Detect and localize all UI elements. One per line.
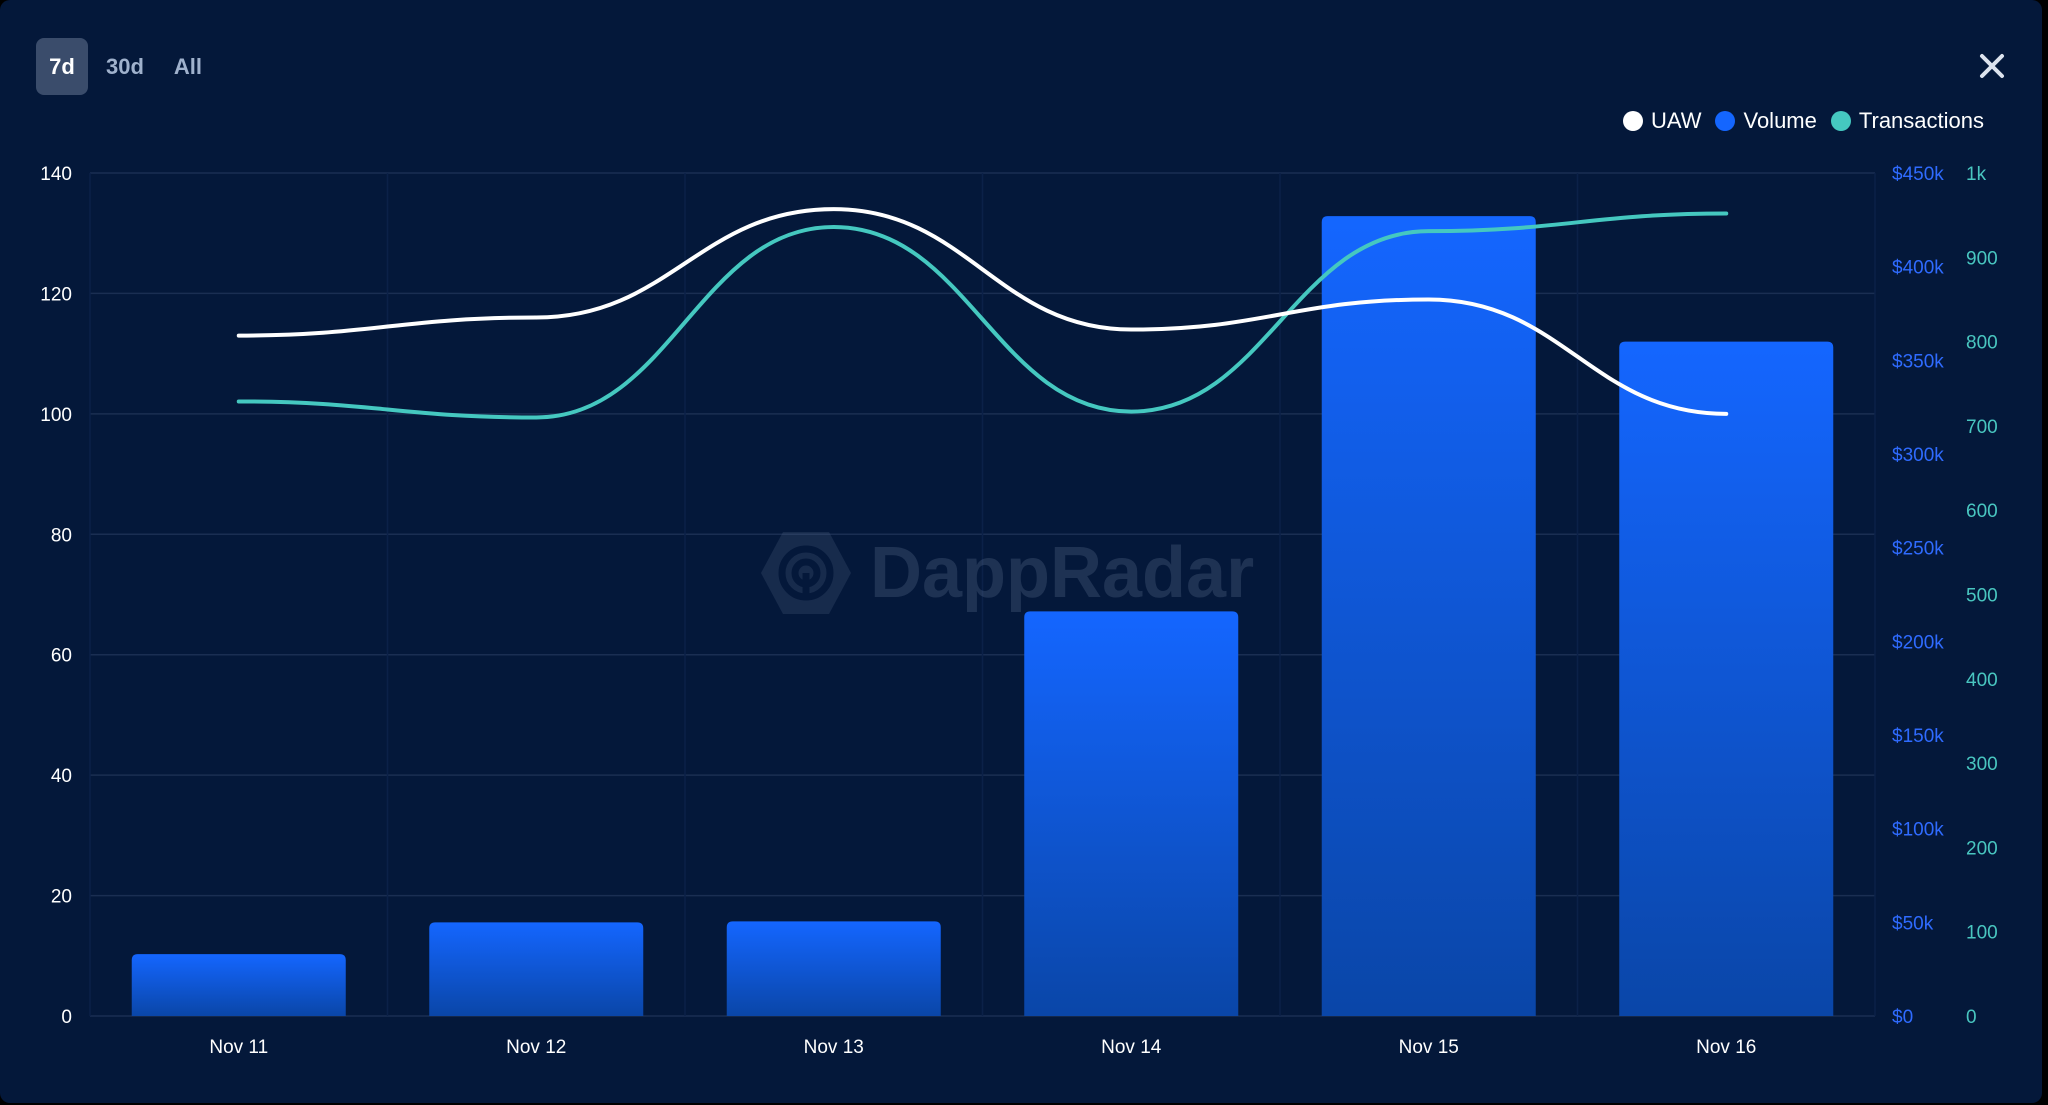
x-tick-label: Nov 14: [1101, 1037, 1162, 1058]
uaw-line: [236, 207, 1729, 416]
y-left-tick-label: 120: [40, 284, 72, 305]
y-volume-tick-label: $0: [1892, 1007, 1913, 1028]
y-transactions-tick-label: 1k: [1966, 164, 1987, 185]
y-transactions-tick-label: 500: [1966, 586, 1998, 607]
watermark-text: DappRadar: [870, 533, 1255, 613]
x-tick-label: Nov 16: [1696, 1037, 1756, 1058]
y-transactions-tick-label: 0: [1966, 1007, 1977, 1028]
chart-legend: UAW Volume Transactions: [1622, 108, 1984, 134]
legend-label-uaw: UAW: [1650, 108, 1702, 133]
timeframe-7d-button[interactable]: 7d: [36, 38, 88, 95]
y-left-tick-label: 80: [51, 525, 72, 546]
legend-label-volume: Volume: [1743, 108, 1817, 133]
volume-bars: [131, 216, 1834, 1017]
y-volume-tick-label: $300k: [1892, 445, 1944, 466]
legend-item-uaw[interactable]: UAW: [1622, 108, 1702, 134]
y-left-tick-label: 100: [40, 405, 72, 426]
close-icon: [1980, 54, 2004, 78]
series-lines: [236, 207, 1729, 420]
legend-item-volume[interactable]: Volume: [1715, 108, 1817, 134]
grid-lines: [89, 172, 1876, 1017]
y-left-tick-label: 20: [51, 887, 72, 908]
y-transactions-tick-label: 700: [1966, 417, 1998, 438]
y-volume-tick-label: $50k: [1892, 913, 1934, 934]
y-volume-tick-label: $450k: [1892, 164, 1944, 185]
x-tick-label: Nov 13: [804, 1037, 864, 1058]
y-transactions-tick-label: 200: [1966, 838, 1998, 859]
y-volume-tick-label: $100k: [1892, 820, 1944, 841]
y-left-tick-label: 40: [51, 766, 72, 787]
y-left-tick-label: 60: [51, 646, 72, 667]
y-volume-tick-label: $400k: [1892, 258, 1944, 279]
y-volume-tick-label: $150k: [1892, 726, 1944, 747]
y-transactions-tick-label: 100: [1966, 923, 1998, 944]
volume-bar: [1024, 611, 1239, 1016]
y-left-tick-label: 140: [40, 164, 72, 185]
y-transactions-tick-label: 900: [1966, 248, 1998, 269]
volume-bar: [1321, 216, 1536, 1016]
y-volume-tick-label: $250k: [1892, 539, 1944, 560]
timeframe-selector: 7d 30d All: [36, 38, 214, 95]
y-transactions-tick-label: 400: [1966, 670, 1998, 691]
timeframe-all-button[interactable]: All: [173, 53, 202, 79]
volume-bar: [1619, 341, 1834, 1017]
x-tick-label: Nov 15: [1399, 1037, 1459, 1058]
y-volume-tick-label: $200k: [1892, 632, 1944, 653]
y-volume-tick-label: $350k: [1892, 351, 1944, 372]
axis-labels: 0 20 40 60 80 100 120 140 $0 $50k $100k $150k $200k $…: [40, 164, 1997, 1058]
timeframe-30d-button[interactable]: 30d: [106, 53, 144, 79]
legend-dot-uaw: [1622, 111, 1643, 131]
close-button[interactable]: [1972, 46, 2012, 86]
volume-bar: [429, 922, 644, 1016]
x-tick-label: Nov 11: [209, 1037, 268, 1058]
y-transactions-tick-label: 300: [1966, 754, 1998, 775]
y-transactions-tick-label: 600: [1966, 501, 1998, 522]
y-transactions-tick-label: 800: [1966, 333, 1998, 354]
legend-dot-transactions: [1830, 111, 1851, 131]
volume-bar: [726, 921, 941, 1016]
legend-dot-volume: [1715, 111, 1736, 131]
legend-label-transactions: Transactions: [1858, 108, 1984, 133]
x-tick-label: Nov 12: [506, 1037, 566, 1058]
transactions-line: [236, 211, 1729, 420]
y-left-tick-label: 0: [61, 1007, 72, 1028]
legend-item-transactions[interactable]: Transactions: [1830, 108, 1984, 134]
watermark: DappRadar: [760, 530, 1254, 616]
dappradar-logo-icon: [761, 532, 851, 614]
volume-bar: [131, 954, 346, 1016]
